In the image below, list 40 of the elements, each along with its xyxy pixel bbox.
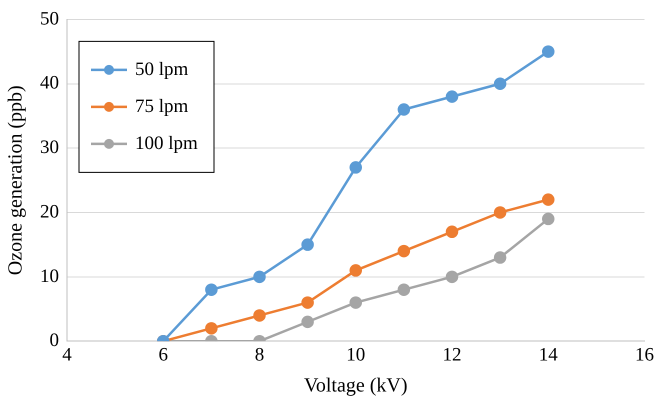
y-axis-title: Ozone generation (ppb) [4, 85, 26, 276]
legend-label: 75 lpm [135, 96, 189, 117]
legend-label: 50 lpm [135, 58, 189, 80]
x-axis-title: Voltage (kV) [304, 374, 408, 396]
point [542, 212, 554, 226]
point [542, 193, 554, 206]
y-tick-label: 30 [40, 137, 59, 158]
y-tick-label: 50 [40, 8, 59, 30]
point [494, 206, 506, 219]
point [301, 296, 314, 309]
x-tick-label: 6 [158, 344, 168, 366]
x-tick-label: 10 [346, 344, 366, 366]
point [205, 322, 218, 335]
x-tick-label: 4 [62, 344, 72, 366]
point [350, 264, 362, 277]
point [446, 270, 458, 284]
point [350, 161, 362, 174]
point [398, 283, 410, 296]
point [301, 238, 314, 251]
y-tick-label: 40 [40, 72, 59, 94]
y-tick-label: 20 [40, 201, 59, 222]
point [446, 90, 458, 103]
point [398, 103, 410, 116]
legend-label: 100 lpm [135, 132, 198, 154]
y-tick-label: 10 [40, 266, 59, 287]
point [301, 316, 314, 328]
point [494, 78, 506, 90]
x-tick-label: 12 [442, 344, 462, 366]
point [205, 283, 218, 296]
point [542, 45, 554, 58]
x-tick-label: 16 [635, 344, 654, 366]
point [398, 244, 410, 258]
point [350, 296, 362, 309]
x-tick-label: 8 [254, 344, 264, 366]
y-tick-label: 0 [50, 330, 59, 352]
point [494, 251, 506, 264]
x-tick-label: 14 [538, 344, 558, 366]
point [446, 226, 458, 238]
point [253, 309, 266, 322]
point [253, 270, 266, 284]
